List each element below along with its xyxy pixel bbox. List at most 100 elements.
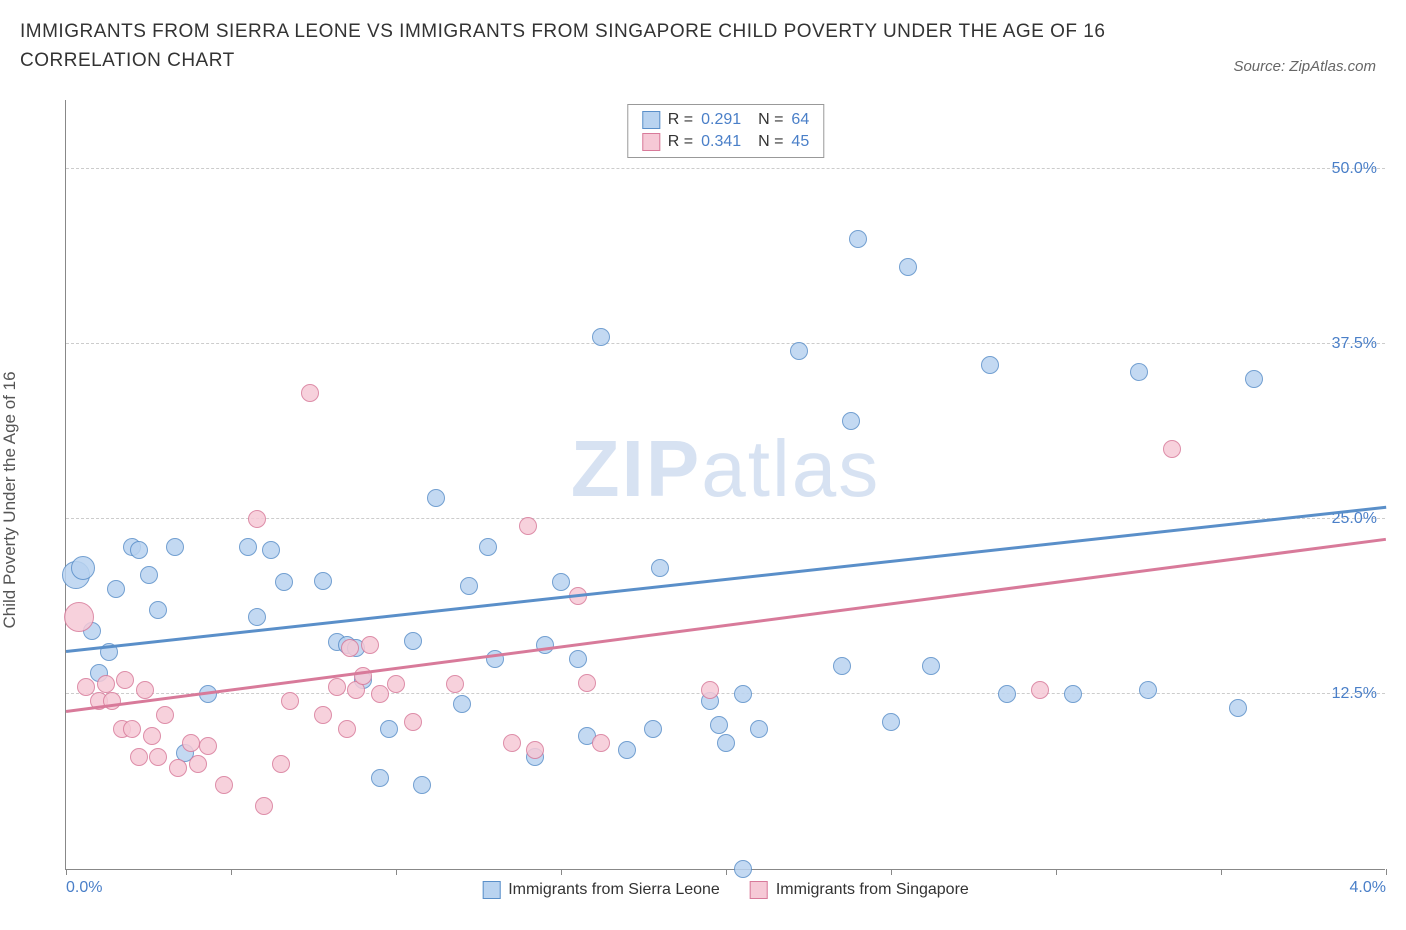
scatter-point xyxy=(1229,699,1247,717)
scatter-point xyxy=(710,716,728,734)
legend-swatch-series2 xyxy=(642,133,660,151)
scatter-point xyxy=(199,737,217,755)
gridline xyxy=(66,693,1385,694)
y-axis-label: Child Poverty Under the Age of 16 xyxy=(0,371,20,628)
legend-swatch-series2 xyxy=(750,881,768,899)
watermark: ZIPatlas xyxy=(571,423,880,515)
scatter-point xyxy=(371,685,389,703)
scatter-point xyxy=(189,755,207,773)
scatter-point xyxy=(592,328,610,346)
scatter-point xyxy=(272,755,290,773)
scatter-point xyxy=(1064,685,1082,703)
scatter-point xyxy=(1245,370,1263,388)
scatter-point xyxy=(255,797,273,815)
source-attribution: Source: ZipAtlas.com xyxy=(1233,58,1386,75)
scatter-point xyxy=(790,342,808,360)
scatter-point xyxy=(314,572,332,590)
scatter-point xyxy=(1139,681,1157,699)
legend-swatch-series1 xyxy=(642,111,660,129)
scatter-point xyxy=(1163,440,1181,458)
scatter-point xyxy=(166,538,184,556)
plot-area: ZIPatlas R = 0.291 N = 64 R = 0.341 N = … xyxy=(65,100,1385,870)
scatter-point xyxy=(248,608,266,626)
scatter-point xyxy=(453,695,471,713)
scatter-point xyxy=(136,681,154,699)
scatter-point xyxy=(143,727,161,745)
scatter-point xyxy=(427,489,445,507)
scatter-point xyxy=(275,573,293,591)
legend-stats-row: R = 0.341 N = 45 xyxy=(642,131,809,153)
x-tick xyxy=(1221,869,1222,875)
scatter-point xyxy=(998,685,1016,703)
scatter-point xyxy=(644,720,662,738)
scatter-point xyxy=(882,713,900,731)
legend-item-series2: Immigrants from Singapore xyxy=(750,881,969,899)
scatter-point xyxy=(578,674,596,692)
scatter-point xyxy=(899,258,917,276)
y-tick-label: 12.5% xyxy=(1332,685,1377,703)
scatter-point xyxy=(552,573,570,591)
scatter-point xyxy=(569,650,587,668)
scatter-point xyxy=(140,566,158,584)
scatter-point xyxy=(701,681,719,699)
scatter-point xyxy=(301,384,319,402)
x-tick xyxy=(1056,869,1057,875)
x-tick xyxy=(726,869,727,875)
scatter-point xyxy=(460,577,478,595)
scatter-point xyxy=(404,632,422,650)
scatter-point xyxy=(526,741,544,759)
legend-stats-row: R = 0.291 N = 64 xyxy=(642,109,809,131)
scatter-point xyxy=(328,678,346,696)
gridline xyxy=(66,168,1385,169)
legend-swatch-series1 xyxy=(482,881,500,899)
scatter-point xyxy=(592,734,610,752)
y-tick-label: 50.0% xyxy=(1332,160,1377,178)
gridline xyxy=(66,343,1385,344)
scatter-point xyxy=(717,734,735,752)
scatter-point xyxy=(404,713,422,731)
x-tick xyxy=(396,869,397,875)
legend-stats-box: R = 0.291 N = 64 R = 0.341 N = 45 xyxy=(627,104,824,158)
scatter-point xyxy=(130,748,148,766)
scatter-point xyxy=(981,356,999,374)
x-tick-label: 4.0% xyxy=(1350,879,1386,897)
x-tick xyxy=(891,869,892,875)
legend-item-series1: Immigrants from Sierra Leone xyxy=(482,881,720,899)
scatter-point xyxy=(281,692,299,710)
scatter-point xyxy=(371,769,389,787)
scatter-point xyxy=(503,734,521,752)
scatter-point xyxy=(734,685,752,703)
scatter-point xyxy=(169,759,187,777)
scatter-point xyxy=(734,860,752,878)
x-tick xyxy=(231,869,232,875)
scatter-point xyxy=(380,720,398,738)
scatter-point xyxy=(922,657,940,675)
trend-line xyxy=(66,538,1386,713)
legend-series-box: Immigrants from Sierra Leone Immigrants … xyxy=(482,881,969,899)
scatter-point xyxy=(107,580,125,598)
scatter-point xyxy=(536,636,554,654)
scatter-point xyxy=(387,675,405,693)
scatter-point xyxy=(651,559,669,577)
scatter-point xyxy=(64,602,94,632)
scatter-point xyxy=(123,720,141,738)
scatter-point xyxy=(149,748,167,766)
chart-container: Child Poverty Under the Age of 16 ZIPatl… xyxy=(20,100,1390,900)
scatter-point xyxy=(116,671,134,689)
scatter-point xyxy=(130,541,148,559)
scatter-point xyxy=(750,720,768,738)
scatter-point xyxy=(248,510,266,528)
scatter-point xyxy=(149,601,167,619)
scatter-point xyxy=(1130,363,1148,381)
scatter-point xyxy=(1031,681,1049,699)
scatter-point xyxy=(849,230,867,248)
scatter-point xyxy=(446,675,464,693)
scatter-point xyxy=(239,538,257,556)
scatter-point xyxy=(338,720,356,738)
scatter-point xyxy=(97,675,115,693)
scatter-point xyxy=(215,776,233,794)
scatter-point xyxy=(262,541,280,559)
x-tick xyxy=(1386,869,1387,875)
trend-line xyxy=(66,505,1386,652)
scatter-point xyxy=(413,776,431,794)
